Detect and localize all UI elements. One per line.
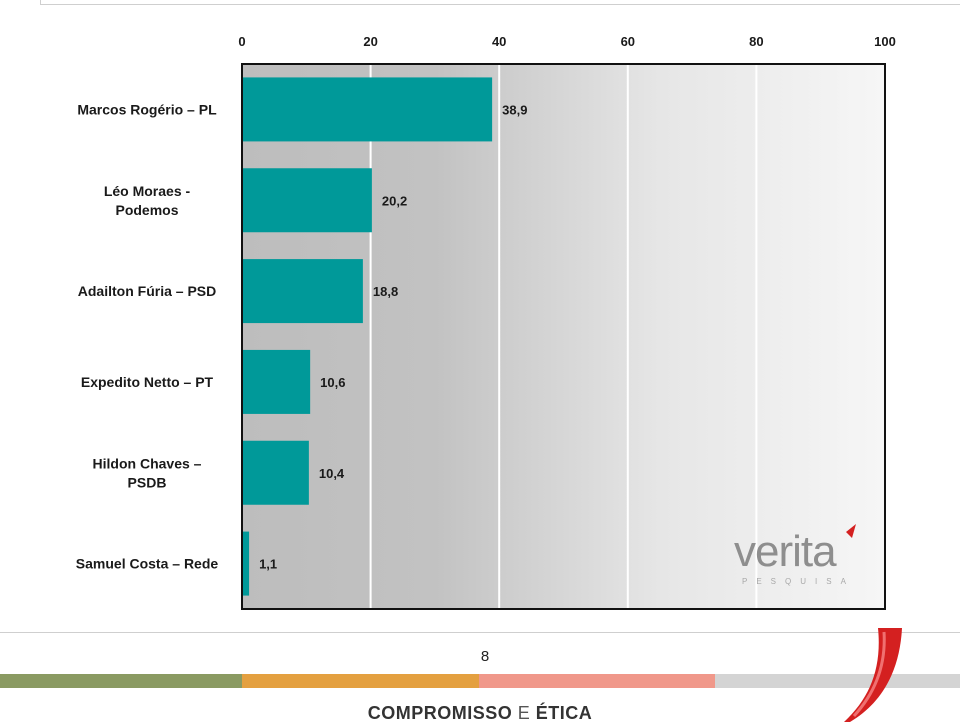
slogan-word-3: ÉTICA — [535, 703, 593, 723]
slogan-word-1: COMPROMISSO — [367, 703, 513, 723]
category-labels: Marcos Rogério – PL Léo Moraes - Podemos Ad… — [76, 101, 219, 571]
category-label: Adailton Fúria – PSD — [78, 283, 216, 299]
category-label: Expedito Netto – PT — [81, 374, 214, 390]
x-tick-label: 100 — [874, 34, 896, 49]
data-label: 38,9 — [502, 102, 527, 117]
category-label: Léo Moraes - Podemos — [104, 183, 191, 218]
footer-slogan: COMPROMISSO E ÉTICA — [0, 703, 960, 724]
footer-stripe-orange — [242, 674, 479, 688]
bar — [242, 168, 372, 233]
tick-labels: 0 20 40 60 80 100 — [238, 34, 895, 49]
category-label-line: PSDB — [128, 474, 167, 490]
plot-area — [242, 64, 885, 609]
red-ribbon-graphic — [844, 628, 902, 722]
bar — [242, 531, 250, 596]
bar — [242, 349, 311, 414]
data-label: 10,6 — [320, 375, 345, 390]
footer-divider — [0, 632, 960, 633]
category-label-line: Expedito Netto – PT — [81, 374, 214, 390]
slide-frame — [40, 0, 960, 5]
x-tick-label: 80 — [749, 34, 763, 49]
x-tick-label: 60 — [621, 34, 635, 49]
slogan-word-2: E — [517, 703, 531, 723]
data-label: 10,4 — [319, 466, 345, 481]
category-label-line: Léo Moraes - — [104, 183, 191, 199]
category-label-line: Samuel Costa – Rede — [76, 556, 219, 572]
category-label-line: Podemos — [115, 202, 178, 218]
category-label-line: Adailton Fúria – PSD — [78, 283, 216, 299]
category-label-line: Hildon Chaves – — [93, 455, 202, 471]
page-number: 8 — [480, 648, 490, 665]
bar — [242, 77, 493, 142]
bar — [242, 440, 309, 505]
x-tick-label: 40 — [492, 34, 506, 49]
plot-border — [241, 63, 886, 610]
data-label: 1,1 — [259, 557, 277, 572]
bars — [242, 77, 493, 596]
verita-logo: verita PESQUISA — [734, 524, 856, 586]
data-label: 18,8 — [373, 284, 398, 299]
bar-chart: 0 20 40 60 80 100 Marcos Rogério – PL Léo Mora… — [76, 34, 896, 610]
gridlines — [369, 64, 758, 609]
footer-stripe-green — [0, 674, 242, 688]
x-tick-label: 20 — [363, 34, 377, 49]
svg-text:PESQUISA: PESQUISA — [742, 577, 855, 586]
category-label: Hildon Chaves – PSDB — [93, 455, 202, 490]
svg-text:verita: verita — [734, 527, 837, 576]
data-label: 20,2 — [382, 193, 407, 208]
footer-stripe-gray — [715, 674, 960, 688]
category-label: Marcos Rogério – PL — [77, 101, 217, 117]
category-label: Samuel Costa – Rede — [76, 556, 219, 572]
value-labels: 38,9 20,2 18,8 10,6 10,4 1,1 — [259, 102, 527, 571]
footer-stripe-salmon — [479, 674, 715, 688]
x-tick-label: 0 — [238, 34, 245, 49]
bar — [242, 259, 363, 324]
category-label-line: Marcos Rogério – PL — [77, 101, 217, 117]
